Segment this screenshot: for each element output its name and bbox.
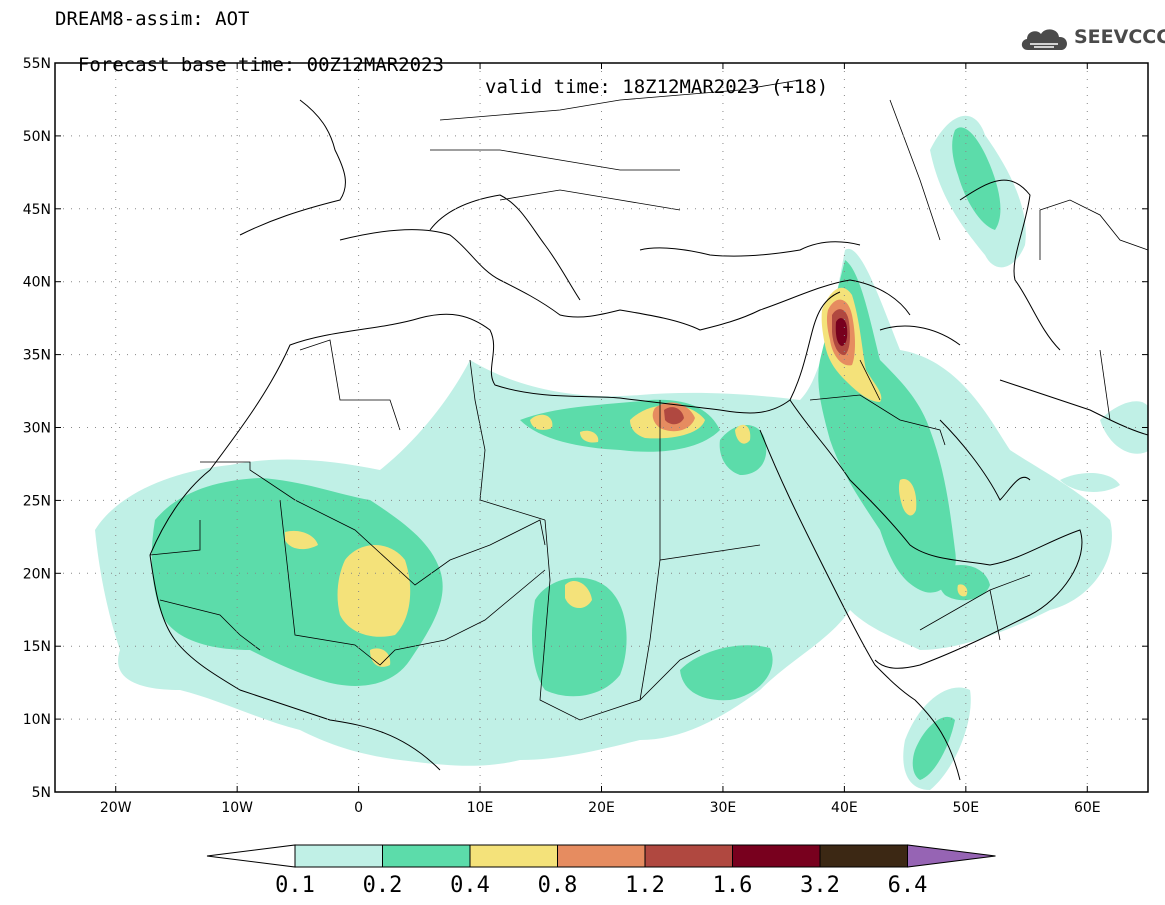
colorbar-level-label: 1.6 [713,873,753,898]
colorbar-level-label: 0.4 [450,873,490,898]
colorbar-swatch [557,844,646,868]
lat-tick-label: 45N [23,202,51,218]
lon-tick-label: 60E [1074,800,1101,816]
colorbar-under-triangle [206,844,296,868]
time-line: Forecast base time: 00Z12MAR2023 valid t… [55,32,828,98]
colorbar-swatch [644,844,733,868]
lon-tick-label: 10E [467,800,494,816]
seevccc-logo: SEEVCCC [1018,24,1165,56]
lon-tick-label: 30E [710,800,737,816]
forecast-base-time: Forecast base time: 00Z12MAR2023 [77,54,444,76]
latitude-axis: 55N 50N 45N 40N 35N 30N 25N 20N 15N 10N 5N [23,56,1148,801]
longitude-axis: 20W 10W 0 10E 20E 30E 40E 50E 60E [100,63,1101,816]
colorbar-level-label: 6.4 [888,873,928,898]
lon-tick-label: 40E [831,800,858,816]
lon-tick-label: 50E [952,800,979,816]
valid-time: valid time: 18Z12MAR2023 (+18) [485,76,829,98]
aot-fields [95,115,1148,790]
colorbar-swatch [382,844,471,868]
colorbar-swatch [819,844,908,868]
colorbar-level-label: 1.2 [625,873,665,898]
colorbar-swatch [732,844,821,868]
colorbar-level-label: 3.2 [800,873,840,898]
lon-tick-label: 20E [588,800,615,816]
lat-tick-label: 5N [32,785,51,801]
coastlines [149,99,1148,781]
lon-tick-label: 0 [354,800,363,816]
colorbar: 0.1 0.2 0.4 0.8 1.2 1.6 3.2 6.4 [206,844,996,898]
lat-tick-label: 35N [23,348,51,364]
lat-tick-label: 40N [23,275,51,291]
lat-tick-label: 20N [23,566,51,582]
model-field-title: DREAM8-assim: AOT [55,8,250,30]
colorbar-swatch [469,844,558,868]
colorbar-level-label: 0.2 [363,873,403,898]
colorbar-over-triangle [907,844,996,868]
colorbar-level-label: 0.1 [275,873,315,898]
lon-tick-label: 10W [221,800,253,816]
lat-tick-label: 25N [23,493,51,509]
lat-tick-label: 15N [23,639,51,655]
colorbar-swatch [294,844,383,868]
cloud-icon [1021,29,1068,50]
lat-tick-label: 55N [23,56,51,72]
lat-tick-label: 10N [23,712,51,728]
lat-tick-label: 30N [23,421,51,437]
lat-tick-label: 50N [23,129,51,145]
lon-tick-label: 20W [100,800,132,816]
aot-level-1.6 [835,318,848,346]
logo-text: SEEVCCC [1074,26,1165,48]
country-borders [149,79,1148,721]
colorbar-level-label: 0.8 [538,873,578,898]
